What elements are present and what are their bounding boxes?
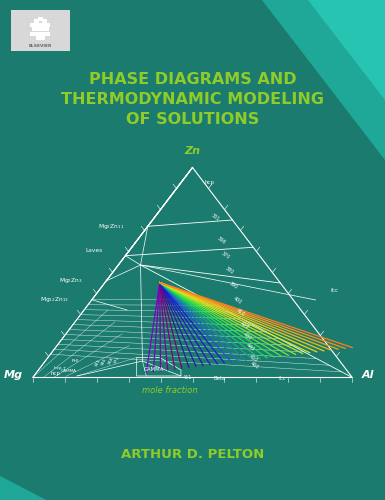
- Text: 410: 410: [236, 308, 246, 317]
- Text: ARTHUR D. PELTON: ARTHUR D. PELTON: [121, 448, 264, 462]
- Text: 345: 345: [94, 358, 102, 368]
- Polygon shape: [34, 32, 39, 36]
- Text: hcp: hcp: [50, 372, 60, 376]
- Polygon shape: [42, 22, 47, 26]
- Text: Mg: Mg: [4, 370, 23, 380]
- Polygon shape: [46, 32, 50, 36]
- Text: fcc: fcc: [279, 376, 287, 381]
- Text: Al: Al: [362, 370, 374, 380]
- Text: Mg$_2$Zn$_3$: Mg$_2$Zn$_3$: [59, 276, 83, 285]
- Polygon shape: [30, 32, 35, 36]
- Text: 460: 460: [249, 360, 260, 370]
- Text: PHASE DIAGRAMS AND: PHASE DIAGRAMS AND: [89, 72, 296, 88]
- Text: OF SOLUTIONS: OF SOLUTIONS: [126, 112, 259, 128]
- Text: Mg$_{12}$Zn$_{13}$: Mg$_{12}$Zn$_{13}$: [40, 296, 69, 304]
- Text: mole fraction: mole fraction: [142, 386, 197, 395]
- Text: 380: 380: [224, 266, 234, 274]
- Text: hcp +: hcp +: [54, 366, 66, 370]
- Polygon shape: [42, 19, 47, 23]
- Polygon shape: [42, 32, 47, 36]
- Text: PHI: PHI: [72, 359, 79, 363]
- Text: 346: 346: [100, 358, 108, 366]
- Text: fcc: fcc: [331, 288, 339, 292]
- Text: 371: 371: [113, 355, 121, 364]
- Text: 420: 420: [239, 320, 249, 330]
- Polygon shape: [308, 0, 385, 100]
- Text: 370: 370: [220, 250, 231, 260]
- Polygon shape: [34, 22, 39, 26]
- Text: 450: 450: [248, 354, 258, 363]
- Polygon shape: [44, 27, 49, 31]
- Text: GAMMA: GAMMA: [144, 367, 164, 372]
- Text: 351: 351: [210, 213, 220, 222]
- Text: 366: 366: [216, 236, 226, 244]
- FancyBboxPatch shape: [11, 10, 70, 51]
- Polygon shape: [46, 22, 50, 26]
- Text: Laves: Laves: [85, 248, 102, 253]
- Text: Beta: Beta: [213, 376, 226, 381]
- Text: ELSEVIER: ELSEVIER: [29, 44, 52, 48]
- Polygon shape: [38, 22, 43, 26]
- Text: 430: 430: [242, 332, 252, 340]
- Text: GAMMA: GAMMA: [60, 369, 77, 373]
- Text: 440: 440: [245, 343, 255, 352]
- Polygon shape: [30, 22, 35, 26]
- Text: 451: 451: [183, 375, 192, 380]
- Text: Mg$_2$Zn$_{11}$: Mg$_2$Zn$_{11}$: [99, 222, 125, 231]
- Text: 390: 390: [228, 280, 238, 289]
- Polygon shape: [36, 27, 41, 31]
- Text: Zn: Zn: [184, 146, 201, 156]
- Polygon shape: [0, 476, 46, 500]
- Text: 348: 348: [107, 356, 114, 366]
- Polygon shape: [36, 36, 41, 40]
- Polygon shape: [34, 19, 39, 23]
- Polygon shape: [40, 27, 45, 31]
- Polygon shape: [38, 32, 43, 36]
- Polygon shape: [40, 36, 45, 40]
- Text: 400: 400: [232, 296, 243, 304]
- Text: THERMODYNAMIC MODELING: THERMODYNAMIC MODELING: [61, 92, 324, 108]
- Polygon shape: [38, 16, 43, 20]
- Text: hcp: hcp: [204, 180, 214, 185]
- Polygon shape: [32, 27, 37, 31]
- Polygon shape: [262, 0, 385, 160]
